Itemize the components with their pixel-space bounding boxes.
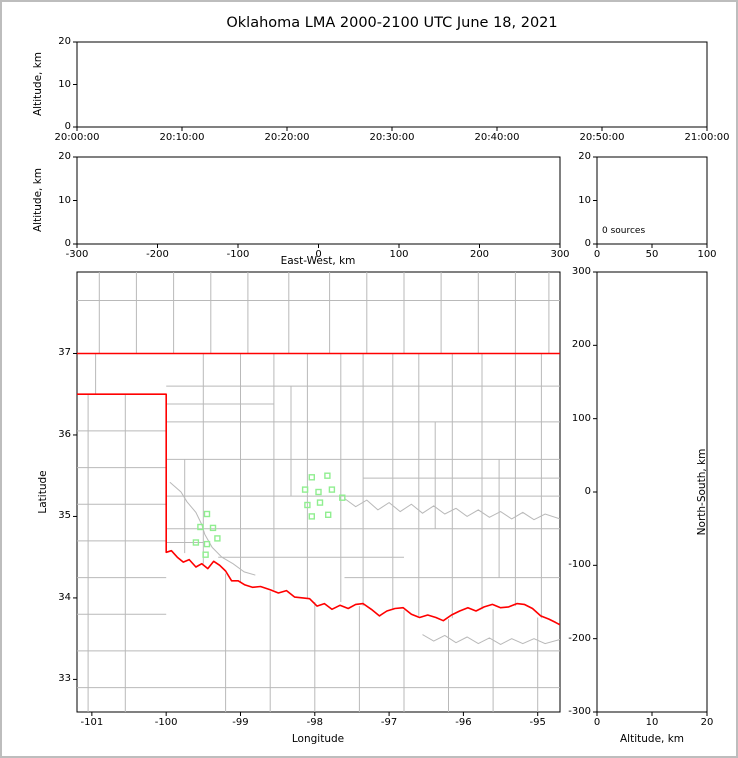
ns-height-xlabel: Altitude, km: [619, 733, 685, 745]
x-tick-label: 0: [593, 717, 601, 728]
x-tick-label: 100: [389, 249, 409, 260]
x-tick-label: 0: [315, 249, 322, 260]
plan-view-ylabel: Latitude: [37, 470, 49, 514]
y-tick-label: 0: [64, 121, 71, 132]
y-tick-label: 35: [58, 510, 71, 522]
lma-station-marker: [202, 551, 209, 558]
x-tick-label: 200: [469, 249, 490, 260]
x-tick-label: 10: [645, 717, 659, 728]
lma-station-marker: [304, 501, 311, 509]
x-tick-label: -100: [154, 717, 178, 728]
lma-station-marker: [308, 474, 315, 481]
x-tick-label: 20:00:00: [54, 132, 100, 143]
river-line: [422, 634, 560, 645]
axes-border: [76, 271, 561, 713]
y-tick-label: 300: [571, 266, 591, 277]
plan-view-xlabel: Longitude: [291, 733, 345, 745]
river-line: [169, 481, 256, 576]
lma-station-marker: [328, 486, 336, 493]
y-tick-label: 200: [571, 339, 591, 351]
x-tick-label: -200: [146, 249, 169, 260]
lma-station-marker: [203, 540, 211, 548]
lma-station-marker: [325, 511, 332, 518]
lma-station-marker: [308, 513, 315, 520]
y-tick-label: 0: [584, 486, 591, 497]
x-tick-label: -100: [226, 249, 250, 260]
y-tick-label: 36: [58, 428, 71, 440]
ew-height-xlabel: East-West, km: [280, 255, 356, 267]
x-tick-label: -95: [529, 717, 546, 728]
x-tick-label: 20:30:00: [369, 132, 415, 143]
x-tick-label: -98: [306, 717, 323, 728]
axes-border: [596, 271, 708, 713]
x-tick-label: -97: [380, 717, 398, 728]
x-tick-label: -300: [65, 249, 89, 260]
x-tick-label: 0: [593, 249, 601, 260]
x-tick-label: 20:40:00: [474, 132, 520, 143]
x-tick-label: -99: [232, 717, 249, 728]
axes-border: [76, 41, 708, 128]
lma-station-marker: [316, 499, 324, 506]
x-tick-label: 21:00:00: [684, 132, 730, 143]
y-tick-label: -200: [568, 632, 591, 644]
y-tick-label: 0: [64, 238, 71, 249]
state-border-line: [77, 393, 560, 626]
lma-station-marker: [315, 488, 322, 496]
y-tick-label: 33: [58, 673, 71, 685]
lma-station-marker: [209, 524, 217, 532]
y-tick-label: 20: [578, 151, 591, 162]
lma-station-marker: [197, 523, 204, 531]
y-tick-label: 100: [571, 412, 591, 424]
lma-station-marker: [339, 494, 346, 501]
x-tick-label: 100: [697, 249, 717, 260]
y-tick-label: 20: [58, 151, 71, 162]
x-tick-label: 20:50:00: [579, 132, 625, 143]
y-tick-label: 10: [58, 194, 71, 206]
map-layer: [77, 272, 560, 712]
lma-station-marker: [192, 539, 200, 546]
y-tick-label: 20: [58, 36, 71, 47]
x-tick-label: 20: [700, 717, 714, 728]
source-count-annotation: 0 sources: [602, 226, 646, 236]
lma-station-marker: [203, 510, 211, 518]
y-tick-label: 34: [58, 591, 71, 603]
x-tick-label: -101: [80, 717, 104, 728]
x-tick-label: 50: [645, 249, 659, 260]
x-tick-label: 20:20:00: [264, 132, 310, 143]
x-tick-label: 300: [550, 249, 570, 260]
y-tick-label: 10: [58, 78, 71, 90]
lma-station-marker: [324, 472, 331, 479]
y-tick-label: -300: [568, 706, 591, 717]
lma-station-marker: [301, 486, 309, 493]
x-tick-label: 20:10:00: [159, 132, 205, 143]
y-tick-label: -100: [568, 559, 591, 571]
y-tick-label: 10: [578, 194, 591, 206]
ns-height-ylabel: North-South, km: [696, 448, 708, 536]
figure-title: Oklahoma LMA 2000-2100 UTC June 18, 2021: [226, 15, 558, 31]
y-tick-label: 0: [584, 238, 591, 249]
y-tick-label: 37: [58, 347, 71, 359]
river-line: [344, 498, 560, 521]
axes-border: [76, 156, 561, 245]
x-tick-label: -96: [455, 717, 472, 728]
lma-station-marker: [214, 535, 221, 542]
